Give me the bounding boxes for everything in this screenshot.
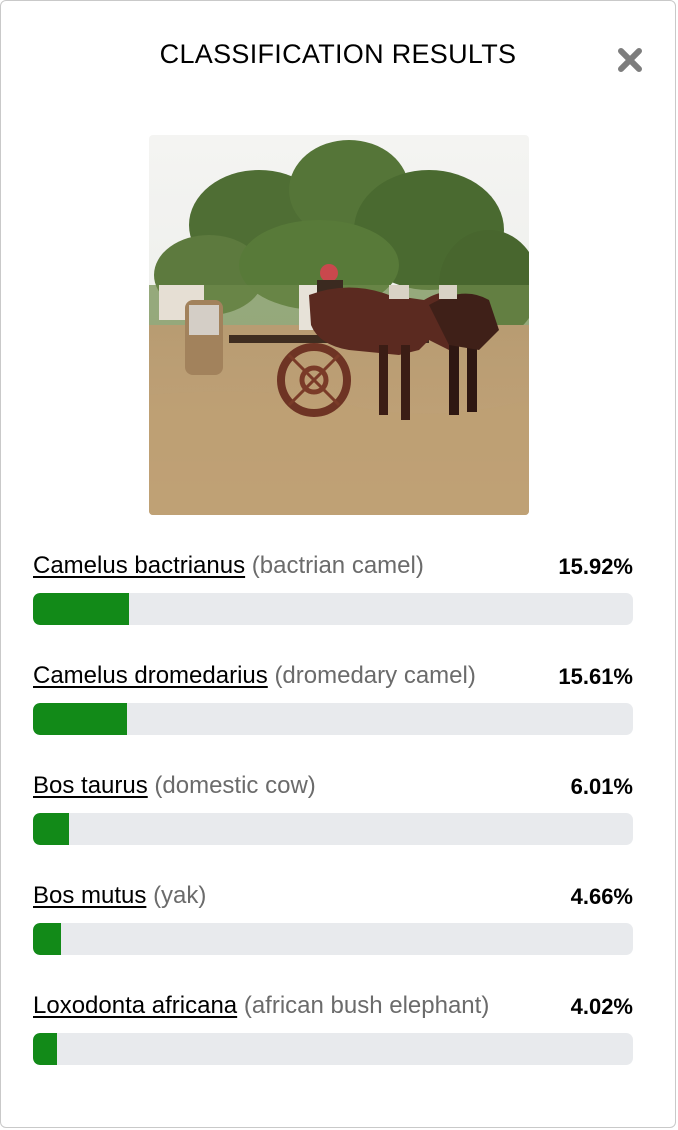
result-label: Camelus dromedarius (dromedary camel) bbox=[33, 659, 635, 693]
result-label: Bos mutus (yak) bbox=[33, 879, 635, 913]
result-label: Loxodonta africana (african bush elephan… bbox=[33, 989, 635, 1023]
result-item: Bos mutus (yak) 4.66% bbox=[33, 879, 635, 989]
probability-percent: 6.01% bbox=[570, 774, 633, 799]
scientific-name-link[interactable]: Loxodonta africana bbox=[33, 992, 238, 1019]
probability-bar-track bbox=[33, 813, 633, 845]
probability-percent: 15.92% bbox=[558, 554, 633, 579]
probability-bar-fill bbox=[33, 923, 61, 955]
probability-bar-fill bbox=[33, 703, 127, 735]
probability-bar-track bbox=[33, 703, 633, 735]
scientific-name-link[interactable]: Bos mutus bbox=[33, 882, 147, 909]
probability-bar-fill bbox=[33, 593, 129, 625]
probability-percent: 4.66% bbox=[570, 884, 633, 909]
result-item: Camelus bactrianus (bactrian camel) 15.9… bbox=[33, 549, 635, 659]
probability-percent: 4.02% bbox=[570, 994, 633, 1019]
results-list: Camelus bactrianus (bactrian camel) 15.9… bbox=[33, 549, 635, 1099]
probability-bar-track bbox=[33, 923, 633, 955]
probability-bar-track bbox=[33, 1033, 633, 1065]
common-name: (bactrian camel) bbox=[251, 552, 424, 579]
result-item: Bos taurus (domestic cow) 6.01% bbox=[33, 769, 635, 879]
result-label: Bos taurus (domestic cow) bbox=[33, 769, 635, 803]
result-item: Camelus dromedarius (dromedary camel) 15… bbox=[33, 659, 635, 769]
probability-bar-fill bbox=[33, 1033, 58, 1065]
common-name: (african bush elephant) bbox=[243, 992, 490, 1019]
result-item: Loxodonta africana (african bush elephan… bbox=[33, 989, 635, 1099]
scientific-name-link[interactable]: Bos taurus bbox=[33, 772, 148, 799]
common-name: (yak) bbox=[153, 882, 207, 909]
common-name: (dromedary camel) bbox=[274, 662, 476, 689]
probability-bar-fill bbox=[33, 813, 70, 845]
probability-percent: 15.61% bbox=[558, 664, 633, 689]
scientific-name-link[interactable]: Camelus bactrianus bbox=[33, 552, 246, 579]
dialog-title: CLASSIFICATION RESULTS bbox=[159, 39, 517, 69]
probability-bar-track bbox=[33, 593, 633, 625]
common-name: (domestic cow) bbox=[154, 772, 316, 799]
scientific-name-link[interactable]: Camelus dromedarius bbox=[33, 662, 268, 689]
result-label: Camelus bactrianus (bactrian camel) bbox=[33, 549, 635, 583]
classified-photo bbox=[149, 135, 529, 515]
close-icon[interactable] bbox=[613, 43, 647, 77]
